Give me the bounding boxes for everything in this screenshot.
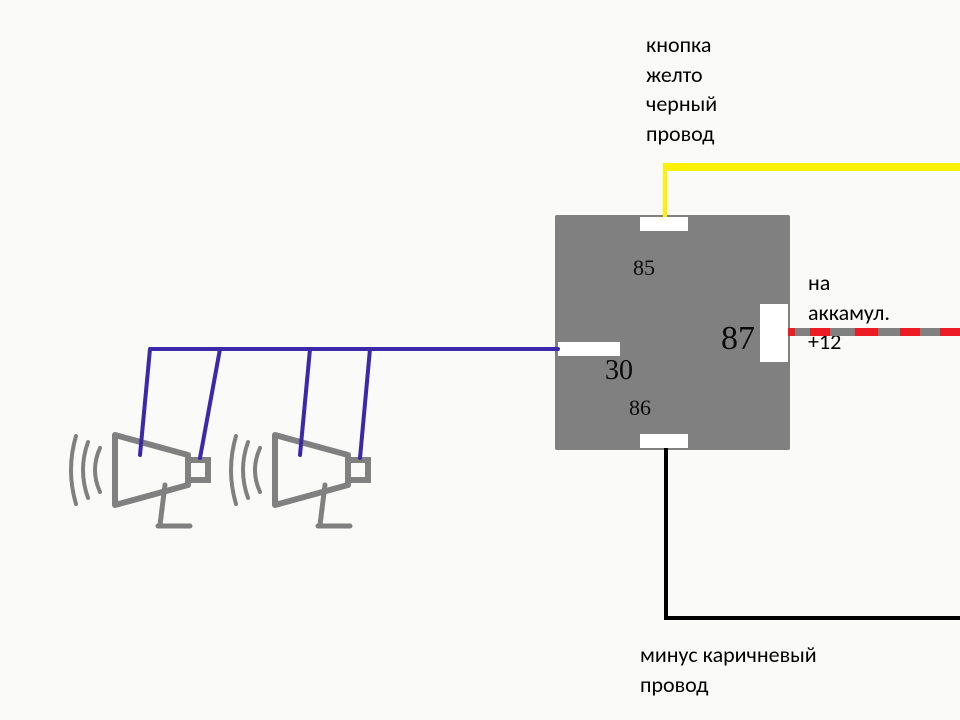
diagram-canvas: { "canvas": { "width": 960, "height": 72… xyxy=(0,0,960,720)
horn-and-purple-layer xyxy=(0,0,960,720)
